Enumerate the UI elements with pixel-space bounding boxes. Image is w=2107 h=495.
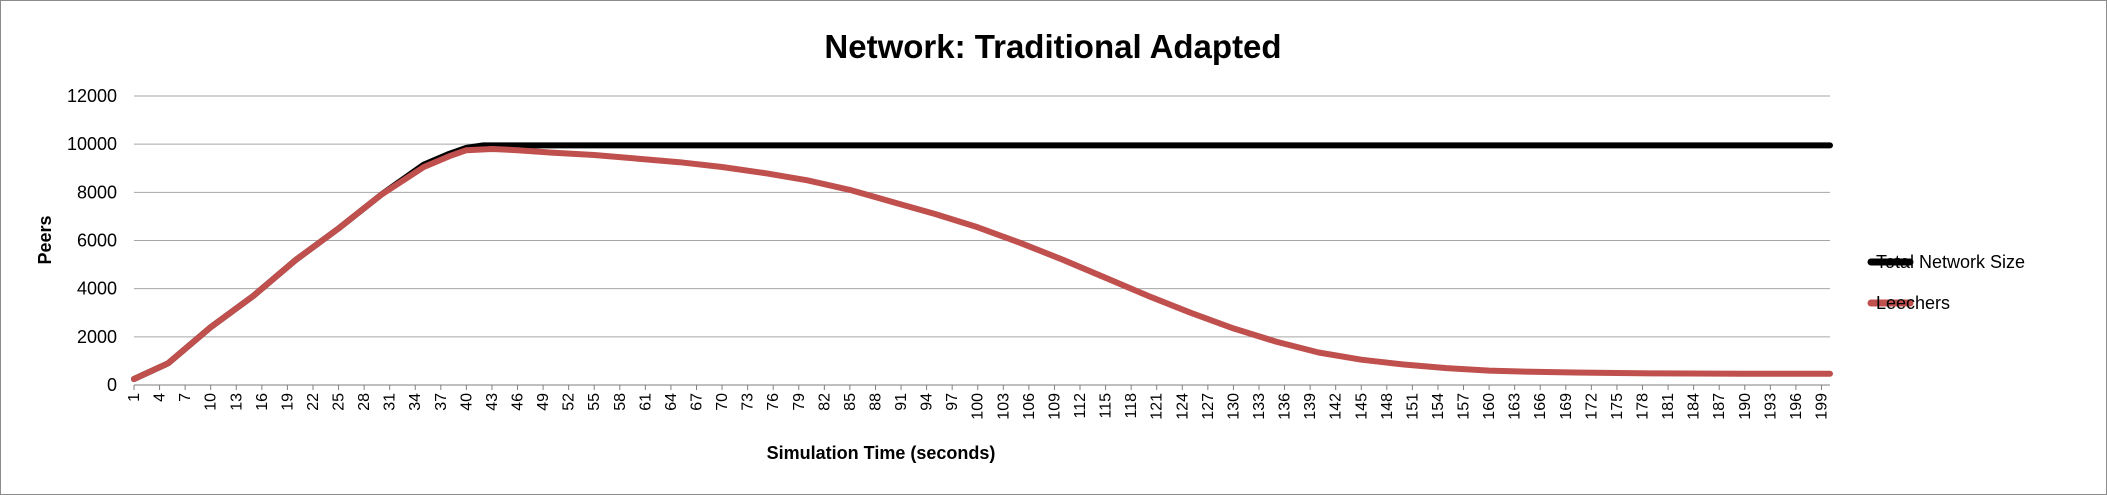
x-tick-label: 76 — [765, 393, 782, 411]
legend-label: Leechers — [1876, 293, 1950, 313]
x-tick-label: 124 — [1174, 393, 1191, 420]
x-tick-label: 73 — [740, 393, 757, 411]
x-tick-label: 85 — [842, 393, 859, 411]
x-tick-label: 1 — [126, 393, 143, 402]
x-tick-label: 160 — [1481, 393, 1498, 420]
x-tick-label: 52 — [561, 393, 578, 411]
y-tick-label: 10000 — [67, 134, 117, 154]
x-axis-title: Simulation Time (seconds) — [767, 443, 996, 463]
x-tick-label: 172 — [1583, 393, 1600, 420]
x-tick-label: 34 — [407, 393, 424, 411]
x-tick-label: 22 — [305, 393, 322, 411]
x-tick-label: 82 — [816, 393, 833, 411]
x-tick-label: 61 — [637, 393, 654, 411]
x-tick-label: 196 — [1788, 393, 1805, 420]
x-tick-label: 19 — [279, 393, 296, 411]
y-tick-label: 2000 — [77, 327, 117, 347]
x-tick-label: 4 — [152, 393, 169, 402]
x-tick-label: 79 — [791, 393, 808, 411]
x-tick-label: 151 — [1404, 393, 1421, 420]
x-tick-label: 28 — [356, 393, 373, 411]
x-tick-label: 169 — [1558, 393, 1575, 420]
x-tick-label: 199 — [1813, 393, 1830, 420]
x-tick-label: 130 — [1225, 393, 1242, 420]
x-tick-label: 112 — [1072, 393, 1089, 419]
series-line-total-network-size — [131, 142, 1833, 382]
x-tick-label: 67 — [688, 393, 705, 411]
x-tick-label: 97 — [944, 393, 961, 411]
x-tick-label: 43 — [484, 393, 501, 411]
x-tick-label: 187 — [1711, 393, 1728, 420]
x-tick-label: 13 — [228, 393, 245, 411]
chart-title: Network: Traditional Adapted — [824, 28, 1281, 65]
x-tick-label: 148 — [1379, 393, 1396, 420]
y-tick-label: 0 — [107, 375, 117, 395]
x-tick-label: 121 — [1149, 393, 1166, 420]
x-tick-label: 88 — [867, 393, 884, 411]
x-tick-label: 181 — [1660, 393, 1677, 420]
x-tick-label: 133 — [1251, 393, 1268, 420]
x-tick-label: 145 — [1353, 393, 1370, 420]
x-tick-label: 49 — [535, 393, 552, 411]
x-tick-label: 157 — [1456, 393, 1473, 420]
x-tick-label: 127 — [1200, 393, 1217, 420]
x-tick-label: 46 — [510, 393, 527, 411]
x-tick-label: 109 — [1046, 393, 1063, 420]
x-tick-label: 70 — [714, 393, 731, 411]
x-tick-label: 10 — [203, 393, 220, 411]
legend-label: Total Network Size — [1876, 252, 2025, 272]
x-axis-ticks: 1 4 7 10 13 16 19 22 25 28 31 34 37 40 43 46 49 52 55 58 61 6… — [126, 385, 1830, 420]
y-tick-label: 12000 — [67, 86, 117, 106]
x-tick-label: 64 — [663, 393, 680, 411]
y-axis-ticks: 0 2000 4000 6000 8000 10000 12000 — [67, 86, 117, 395]
x-tick-label: 25 — [331, 393, 348, 411]
x-tick-label: 136 — [1277, 393, 1294, 420]
x-tick-label: 184 — [1686, 393, 1703, 420]
x-tick-label: 40 — [458, 393, 475, 411]
x-tick-label: 103 — [995, 393, 1012, 420]
x-tick-label: 58 — [612, 393, 629, 411]
x-tick-label: 154 — [1430, 393, 1447, 420]
x-tick-label: 175 — [1609, 393, 1626, 420]
x-tick-label: 190 — [1737, 393, 1754, 420]
x-tick-label: 31 — [382, 393, 399, 411]
x-tick-label: 100 — [970, 393, 987, 420]
y-tick-label: 8000 — [77, 182, 117, 202]
x-tick-label: 106 — [1021, 393, 1038, 420]
series-lines — [131, 142, 1833, 382]
series-line-leechers — [131, 146, 1833, 382]
x-tick-label: 118 — [1123, 393, 1140, 419]
x-tick-label: 55 — [586, 393, 603, 411]
x-tick-label: 16 — [254, 393, 271, 411]
x-tick-label: 166 — [1532, 393, 1549, 420]
x-tick-label: 94 — [919, 393, 936, 411]
x-tick-label: 139 — [1302, 393, 1319, 420]
x-tick-label: 142 — [1328, 393, 1345, 420]
x-tick-label: 115 — [1098, 393, 1115, 419]
y-tick-label: 6000 — [77, 231, 117, 251]
y-tick-label: 4000 — [77, 279, 117, 299]
x-tick-label: 37 — [433, 393, 450, 411]
x-tick-label: 178 — [1635, 393, 1652, 420]
x-tick-label: 7 — [177, 393, 194, 402]
y-axis-title: Peers — [35, 215, 55, 264]
x-tick-label: 91 — [893, 393, 910, 411]
legend: Total Network Size Leechers — [1867, 252, 2025, 313]
x-tick-label: 163 — [1507, 393, 1524, 420]
gridlines — [134, 95, 1830, 386]
x-tick-label: 193 — [1762, 393, 1779, 420]
